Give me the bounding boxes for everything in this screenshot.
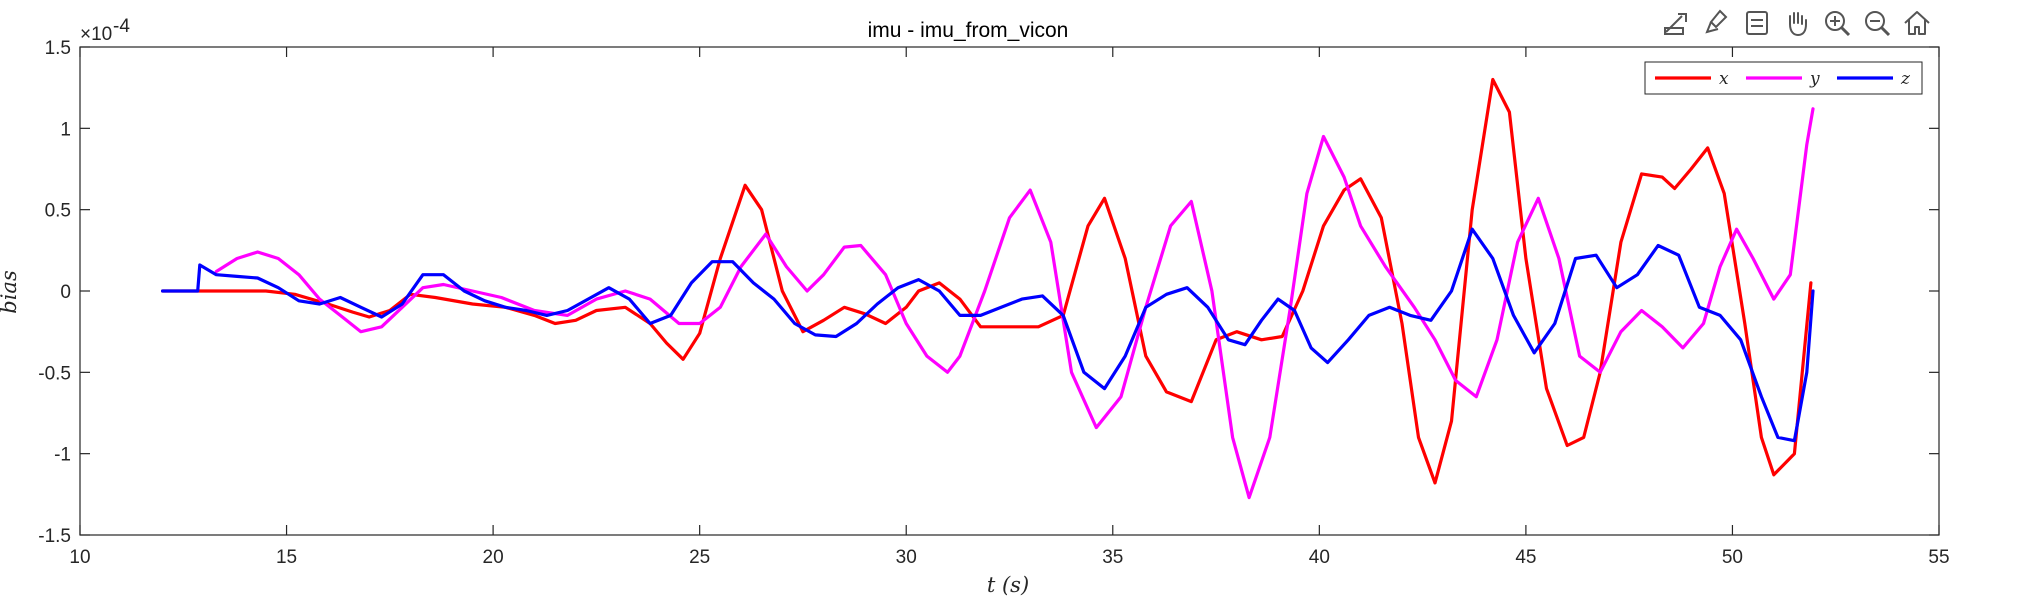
y-tick-label: 0.5: [45, 201, 71, 222]
chart-title: imu - imu_from_vicon: [868, 19, 1069, 42]
export-icon[interactable]: [1660, 6, 1694, 40]
series-line-x: [161, 77, 1813, 485]
legend-label-z: z: [1900, 69, 1911, 89]
y-tick-label: -0.5: [38, 363, 71, 384]
pan-icon[interactable]: [1780, 6, 1814, 40]
y-axis-label: bias: [0, 270, 21, 314]
brush-icon[interactable]: [1700, 6, 1734, 40]
series-line-z: [161, 227, 1815, 443]
y-exponent: ×10 -4: [80, 16, 130, 45]
datatip-icon[interactable]: [1740, 6, 1774, 40]
axes-frame: [79, 46, 1940, 536]
axes-toolbar: [1660, 6, 1934, 46]
x-tick-label: 55: [1928, 547, 1949, 568]
x-tick-label: 50: [1722, 547, 1743, 568]
plot-area: [79, 46, 1940, 536]
y-tick-label: -1.5: [38, 526, 71, 547]
zoom-in-icon[interactable]: [1820, 6, 1854, 40]
y-tick-label: 0: [60, 282, 71, 303]
x-tick-label: 45: [1515, 547, 1536, 568]
x-tick-label: 10: [69, 547, 90, 568]
series-line-y: [214, 107, 1815, 500]
home-icon[interactable]: [1900, 6, 1934, 40]
x-axis-label: t (s): [987, 573, 1029, 596]
legend: x y z: [1644, 61, 1923, 95]
ticks: 10 15 20 25 30 35 40 45 50 55 -1.5 -1 -0.5 0 0.5 1 1.5: [38, 38, 1949, 568]
y-exponent-power: -4: [113, 16, 130, 37]
legend-label-y: y: [1809, 69, 1820, 89]
x-tick-label: 20: [483, 547, 504, 568]
x-tick-label: 15: [276, 547, 297, 568]
x-tick-label: 30: [896, 547, 917, 568]
y-tick-label: 1.5: [45, 38, 71, 59]
x-tick-label: 35: [1102, 547, 1123, 568]
y-tick-label: -1: [54, 445, 71, 466]
series-layer: [161, 77, 1815, 500]
y-exponent-base: ×10: [80, 24, 112, 45]
y-tick-label: 1: [60, 119, 71, 140]
legend-label-x: x: [1719, 69, 1729, 89]
x-tick-label: 40: [1309, 547, 1330, 568]
zoom-out-icon[interactable]: [1860, 6, 1894, 40]
x-tick-label: 25: [689, 547, 710, 568]
